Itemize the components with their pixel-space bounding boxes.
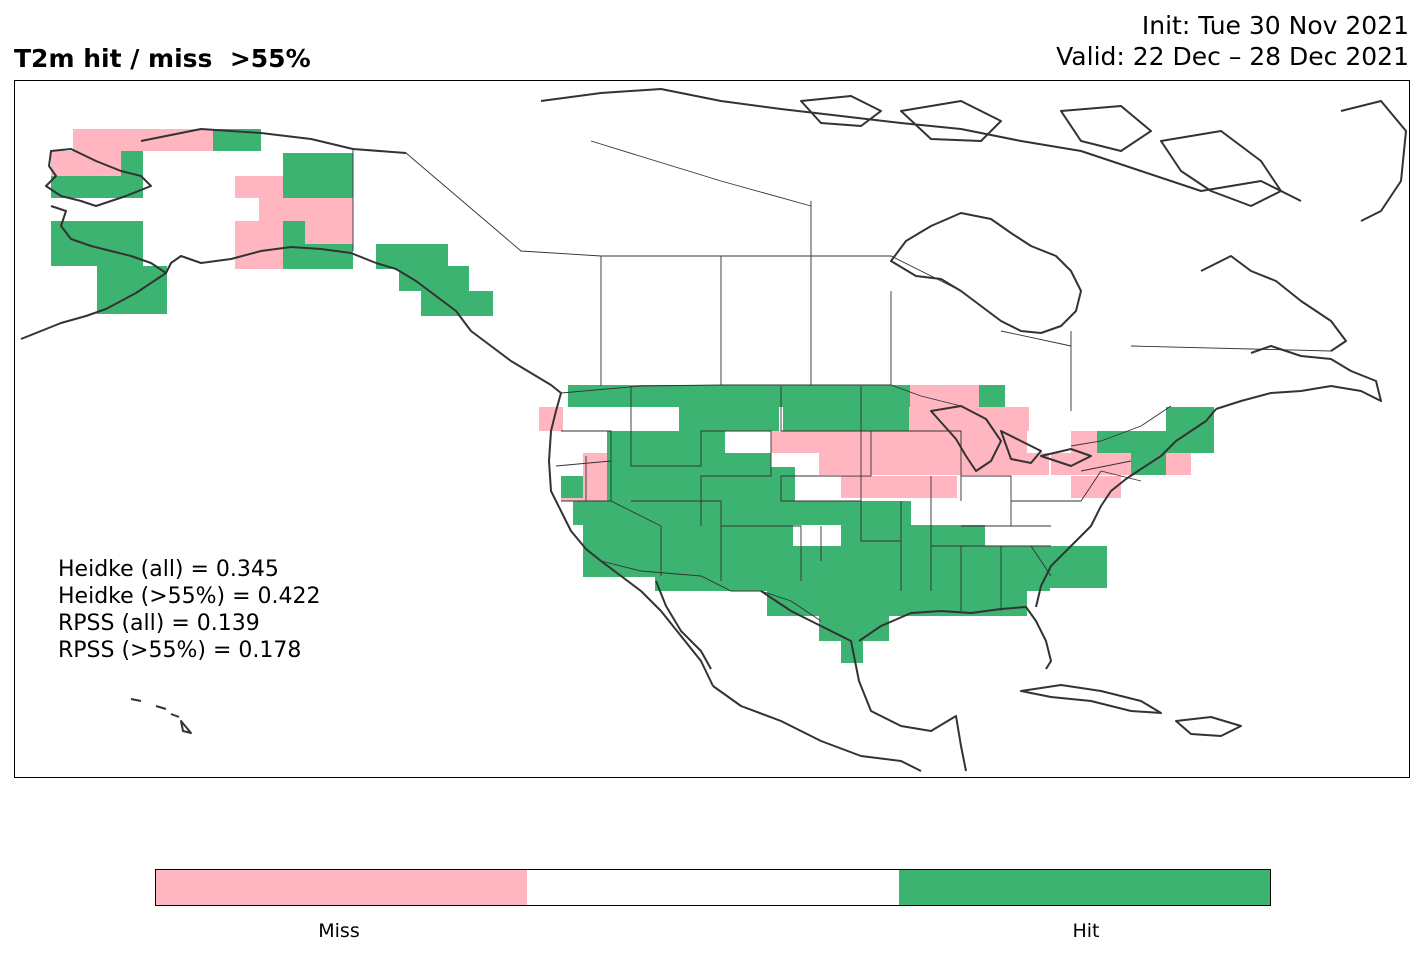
skill-scores: Heidke (all) = 0.345 Heidke (>55%) = 0.4…	[58, 556, 321, 664]
hit-cell	[121, 151, 143, 176]
heidke-all: Heidke (all) = 0.345	[58, 557, 279, 582]
labrador	[1200, 255, 1347, 352]
mexico-coast	[712, 685, 922, 772]
miss-cell	[1071, 431, 1097, 453]
colorbar-hit-segment	[898, 870, 1270, 905]
great-lakes	[930, 405, 1092, 472]
hit-cell	[97, 266, 167, 314]
gulf-coast	[760, 590, 967, 772]
miss-cell	[1071, 476, 1121, 498]
us-states-central	[780, 386, 962, 591]
hit-cell	[607, 431, 703, 467]
colorbar	[155, 869, 1271, 906]
us-mexico-border	[600, 560, 822, 622]
coastlines	[20, 88, 1407, 772]
map-title: T2m hit / miss >55%	[14, 44, 311, 73]
hit-cell	[568, 385, 910, 407]
miss-cell	[305, 221, 353, 244]
us-states-east	[931, 460, 1142, 611]
hit-cell	[655, 577, 1050, 591]
bc-coast	[375, 262, 562, 394]
hit-cell	[979, 385, 1005, 407]
grid-cells	[51, 129, 1214, 663]
hit-cell	[861, 385, 909, 431]
hit-cell	[283, 221, 305, 246]
arctic-island-1	[800, 95, 882, 127]
us-states-west	[555, 386, 802, 581]
hit-cell	[561, 476, 583, 498]
hit-cell	[573, 501, 657, 525]
cuba	[1020, 684, 1162, 714]
us-east-coast	[1035, 408, 1217, 608]
miss-cell	[1051, 453, 1191, 475]
hit-cell	[399, 266, 469, 291]
us-canada-east-border	[1070, 405, 1172, 447]
hawaii	[130, 698, 192, 734]
hit-cell	[725, 501, 911, 525]
arctic-island-2	[900, 100, 1002, 142]
hit-cell	[283, 153, 353, 198]
miss-cell	[841, 476, 957, 498]
valid-range: Valid: 22 Dec – 28 Dec 2021	[1056, 42, 1409, 71]
colorbar-neutral-segment	[527, 870, 899, 905]
hit-cell	[1166, 407, 1214, 453]
rpss-all: RPSS (all) = 0.139	[58, 611, 260, 636]
date-info: Init: Tue 30 Nov 2021 Valid: 22 Dec – 28…	[1056, 10, 1409, 72]
colorbar-label-miss: Miss	[318, 920, 360, 942]
hit-cell	[51, 176, 143, 198]
hit-cell	[767, 591, 1027, 616]
alaska-west-coast	[50, 205, 377, 274]
hit-cell	[679, 407, 779, 431]
borders	[352, 140, 1332, 622]
map-panel	[14, 80, 1410, 778]
miss-cell	[259, 198, 353, 221]
aleutian-chain	[20, 300, 122, 340]
init-date: Init: Tue 30 Nov 2021	[1141, 11, 1409, 40]
miss-cell	[51, 151, 121, 176]
colorbar-miss-segment	[156, 870, 528, 905]
miss-cell	[867, 431, 1027, 453]
colorbar-label-hit: Hit	[1072, 920, 1100, 942]
alaska-peninsula	[120, 272, 167, 302]
hit-cell	[51, 221, 143, 266]
greenland-edge	[1340, 100, 1407, 222]
hit-cell	[841, 525, 889, 547]
hit-cell	[376, 244, 448, 269]
miss-cell	[235, 221, 283, 244]
arctic-coast	[540, 88, 1302, 202]
miss-cell	[771, 431, 867, 453]
alaska-north-coast	[140, 128, 407, 154]
heidke-55: Heidke (>55%) = 0.422	[58, 584, 321, 609]
canada-provinces	[405, 140, 1332, 411]
arctic-island-3	[1060, 105, 1152, 152]
hit-cell	[885, 525, 985, 547]
alaska-coast	[45, 148, 152, 207]
map-canvas	[20, 88, 1407, 772]
hispaniola	[1175, 716, 1242, 737]
miss-cell	[819, 453, 1049, 475]
us-west-coast	[548, 392, 714, 687]
miss-cell	[909, 385, 979, 407]
rpss-55: RPSS (>55%) = 0.178	[58, 638, 302, 663]
canada-east-coast	[1215, 345, 1382, 410]
baja	[655, 580, 712, 670]
baffin-island	[1160, 130, 1282, 207]
hit-cell	[213, 129, 261, 151]
hudson-bay	[890, 212, 1082, 334]
